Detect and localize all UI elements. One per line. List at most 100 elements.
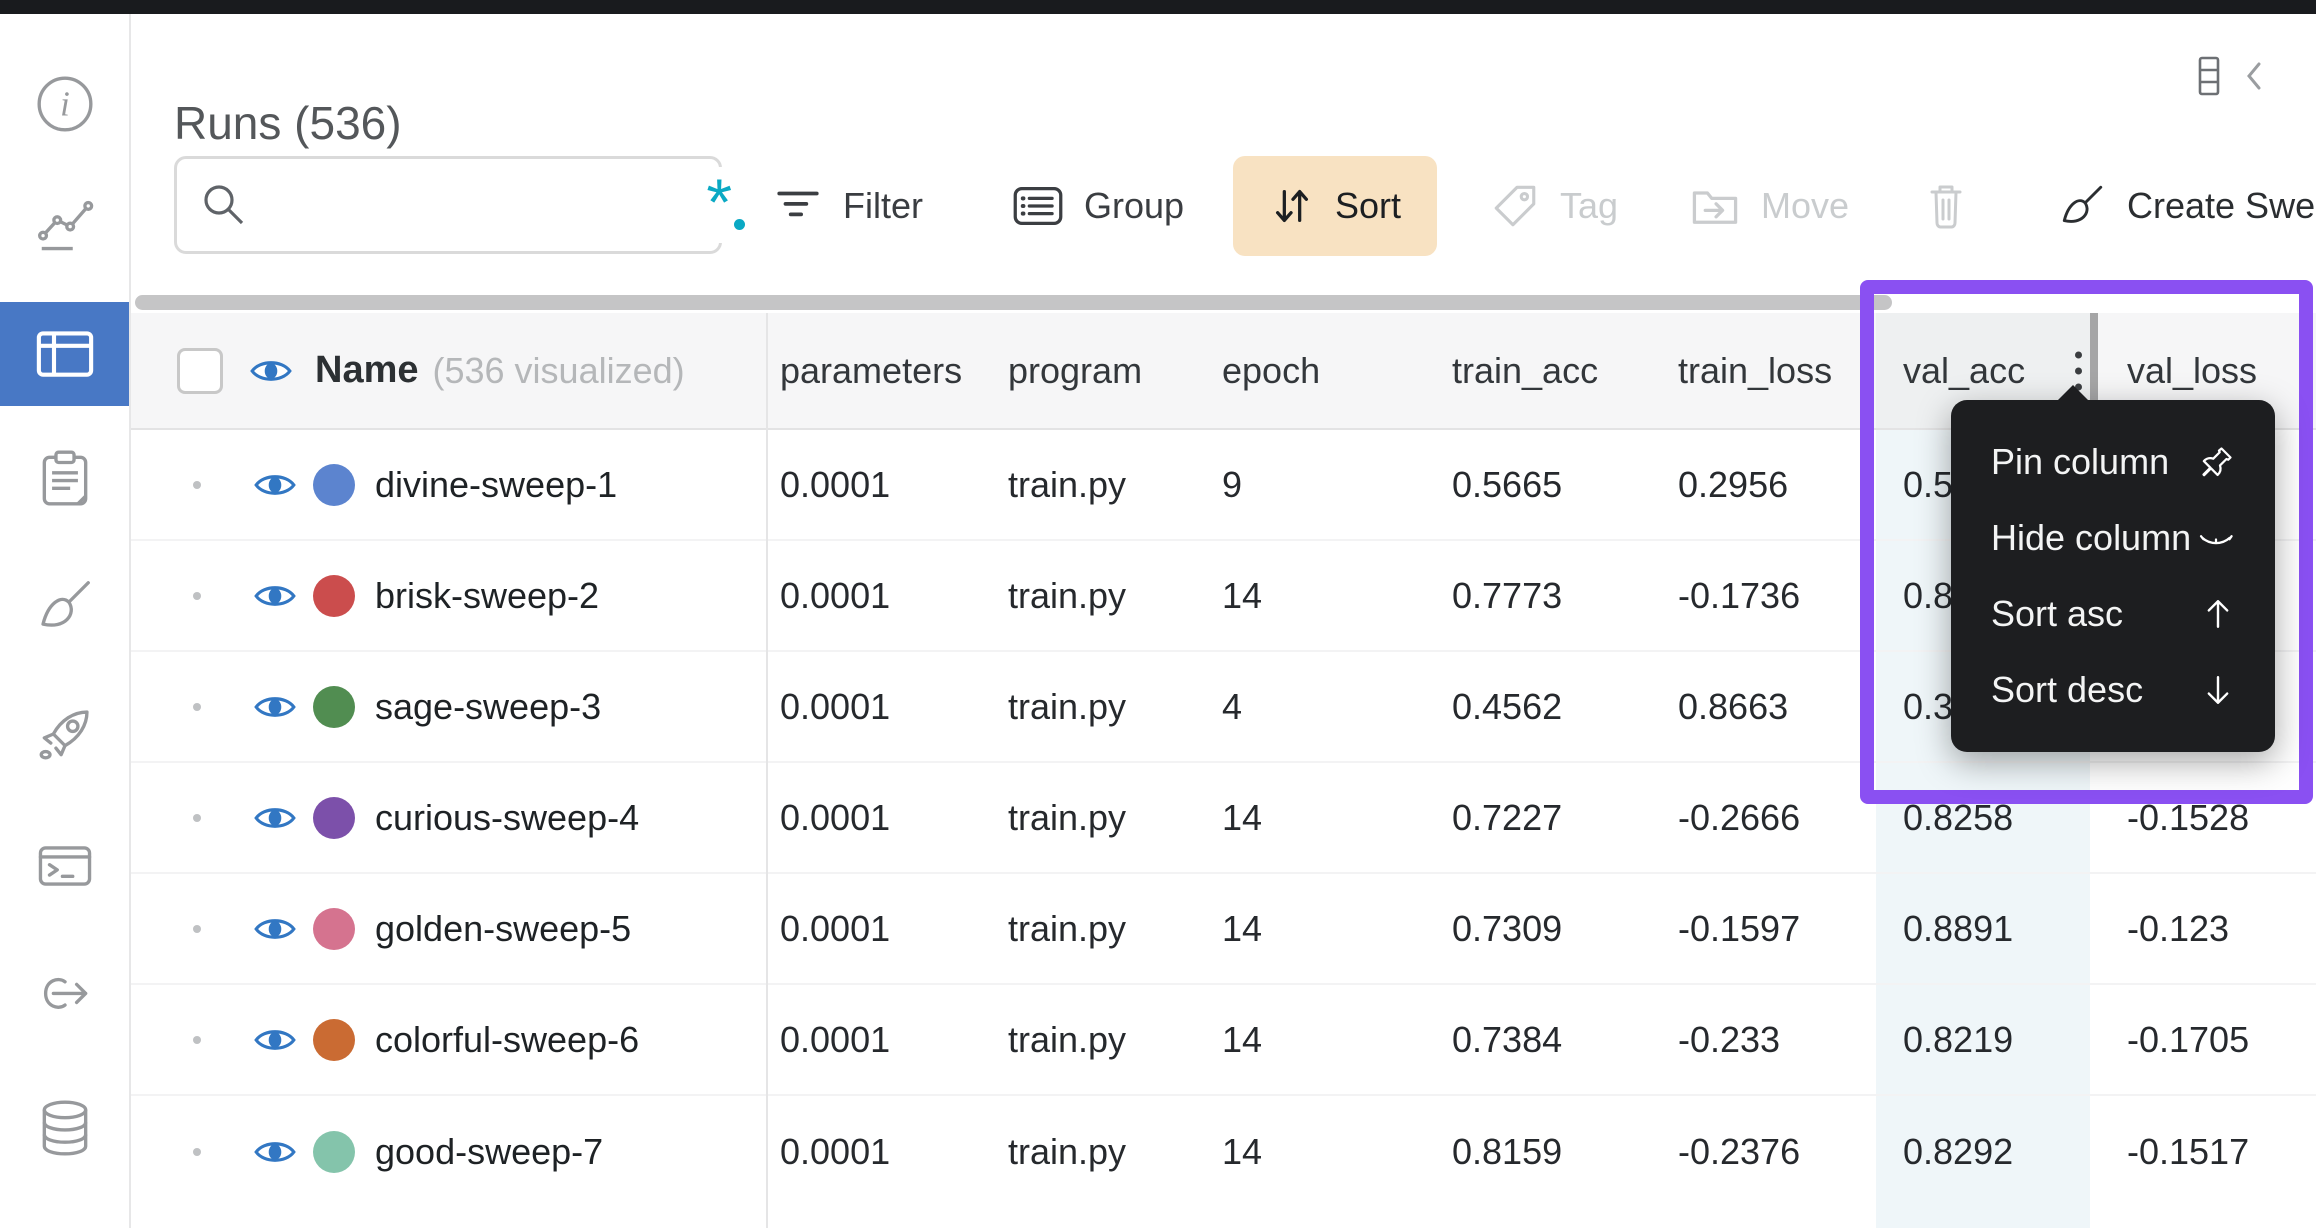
sidebar-item-workspace[interactable] — [0, 172, 129, 276]
search-input[interactable] — [263, 167, 732, 243]
eye-icon[interactable] — [253, 1136, 297, 1168]
cell-train-loss: -0.2376 — [1678, 1130, 1801, 1172]
rocket-icon — [34, 703, 96, 765]
name-column-divider — [766, 313, 768, 1228]
database-icon — [34, 1097, 96, 1159]
column-header-parameters[interactable]: parameters — [780, 349, 963, 391]
table-row[interactable]: golden-sweep-5 0.0001 train.py 14 0.7309… — [131, 874, 2316, 985]
sidebar: i — [0, 14, 131, 1228]
cell-train-loss: 0.2956 — [1678, 463, 1789, 505]
cell-train-acc: 0.7309 — [1452, 907, 1563, 949]
name-header-label: Name — [315, 349, 419, 391]
column-header-program[interactable]: program — [1008, 349, 1143, 391]
table-icon — [32, 323, 98, 385]
svg-text:i: i — [60, 85, 70, 124]
row-bullet — [193, 480, 201, 489]
tag-button[interactable]: Tag — [1490, 156, 1618, 256]
horizontal-scrollbar[interactable] — [135, 295, 1892, 310]
sidebar-item-sweeps[interactable] — [0, 554, 129, 658]
name-column-header[interactable]: Name (536 visualized) — [131, 313, 768, 428]
cell-train-acc: 0.8159 — [1452, 1130, 1563, 1172]
move-button[interactable]: Move — [1689, 156, 1849, 256]
row-bullet — [193, 1035, 201, 1044]
column-header-train-acc[interactable]: train_acc — [1452, 349, 1599, 391]
broom-icon — [34, 575, 96, 637]
cell-epoch: 4 — [1222, 685, 1243, 727]
eye-icon[interactable] — [253, 913, 297, 945]
menu-item-sort-desc[interactable]: Sort desc — [1951, 652, 2275, 728]
eye-icon[interactable] — [253, 469, 297, 501]
table-row[interactable]: colorful-sweep-6 0.0001 train.py 14 0.73… — [131, 985, 2316, 1096]
pin-icon — [2199, 444, 2235, 480]
sort-button[interactable]: Sort — [1233, 156, 1438, 256]
column-header-train-loss[interactable]: train_loss — [1678, 349, 1833, 391]
cell-val-acc: 0.8891 — [1903, 907, 2014, 949]
eye-icon[interactable] — [249, 355, 293, 387]
cell-parameters: 0.0001 — [780, 1130, 891, 1172]
tag-icon — [1490, 181, 1540, 231]
delete-button[interactable] — [1922, 156, 1970, 256]
sidebar-item-automations[interactable] — [0, 944, 129, 1048]
group-button[interactable]: Group — [1012, 156, 1184, 256]
column-settings-icon[interactable] — [2198, 56, 2220, 96]
info-icon: i — [34, 73, 96, 135]
run-name[interactable]: golden-sweep-5 — [375, 907, 632, 949]
table-row[interactable]: sage-sweep-3 0.0001 train.py 4 0.4562 0.… — [131, 652, 2316, 763]
collapse-chevron-icon[interactable] — [2246, 61, 2262, 91]
filter-label: Filter — [843, 185, 923, 226]
menu-item-pin-column[interactable]: Pin column — [1951, 424, 2275, 500]
eye-icon[interactable] — [253, 691, 297, 723]
cell-parameters: 0.0001 — [780, 907, 891, 949]
filter-button[interactable]: Filter — [773, 156, 923, 256]
select-all-checkbox[interactable] — [177, 347, 223, 394]
table-row[interactable]: brisk-sweep-2 0.0001 train.py 14 0.7773 … — [131, 541, 2316, 652]
sidebar-item-overview[interactable]: i — [0, 52, 129, 156]
cell-train-loss: 0.8663 — [1678, 685, 1789, 727]
sidebar-item-artifacts[interactable] — [0, 1076, 129, 1180]
column-header-val-loss[interactable]: val_loss — [2127, 349, 2258, 391]
table-row[interactable]: divine-sweep-1 0.0001 train.py 9 0.5665 … — [131, 430, 2316, 541]
cell-program: train.py — [1008, 1130, 1127, 1172]
run-name[interactable]: colorful-sweep-6 — [375, 1018, 640, 1060]
table-row[interactable]: curious-sweep-4 0.0001 train.py 14 0.722… — [131, 763, 2316, 874]
sidebar-item-reports[interactable] — [0, 426, 129, 530]
row-bullet — [193, 1147, 201, 1156]
eye-icon[interactable] — [253, 580, 297, 612]
row-bullet — [193, 591, 201, 600]
tag-label: Tag — [1560, 185, 1619, 226]
run-name[interactable]: divine-sweep-1 — [375, 463, 618, 505]
run-color-dot — [313, 1130, 355, 1173]
arrow-up-icon — [2201, 596, 2235, 632]
broom-icon — [2057, 181, 2107, 231]
create-sweep-button[interactable]: Create Sweep — [2057, 156, 2316, 256]
terminal-icon — [34, 835, 96, 897]
sidebar-item-jobs[interactable] — [0, 814, 129, 918]
cell-val-loss: -0.123 — [2127, 907, 2230, 949]
eye-closed-icon — [2197, 520, 2235, 556]
column-resize-handle[interactable] — [2090, 313, 2098, 430]
table-row[interactable]: good-sweep-7 0.0001 train.py 14 0.8159 -… — [131, 1096, 2316, 1207]
cell-parameters: 0.0001 — [780, 574, 891, 616]
eye-icon[interactable] — [253, 802, 297, 834]
run-name[interactable]: sage-sweep-3 — [375, 685, 602, 727]
run-name[interactable]: brisk-sweep-2 — [375, 574, 600, 616]
sidebar-item-runs-table[interactable] — [0, 302, 129, 406]
run-color-dot — [313, 685, 355, 728]
run-color-dot — [313, 1018, 355, 1061]
sidebar-item-launch[interactable] — [0, 682, 129, 786]
menu-item-sort-asc[interactable]: Sort asc — [1951, 576, 2275, 652]
cell-epoch: 14 — [1222, 574, 1263, 616]
move-label: Move — [1761, 185, 1850, 226]
run-name[interactable]: good-sweep-7 — [375, 1130, 604, 1172]
cell-parameters: 0.0001 — [780, 463, 891, 505]
run-color-dot — [313, 463, 355, 506]
run-color-dot — [313, 907, 355, 950]
group-label: Group — [1084, 185, 1185, 226]
eye-icon[interactable] — [253, 1024, 297, 1056]
column-header-epoch[interactable]: epoch — [1222, 349, 1321, 391]
run-color-dot — [313, 796, 355, 839]
run-name[interactable]: curious-sweep-4 — [375, 796, 640, 838]
menu-item-hide-column[interactable]: Hide column — [1951, 500, 2275, 576]
page-title: Runs (536) — [174, 97, 402, 149]
